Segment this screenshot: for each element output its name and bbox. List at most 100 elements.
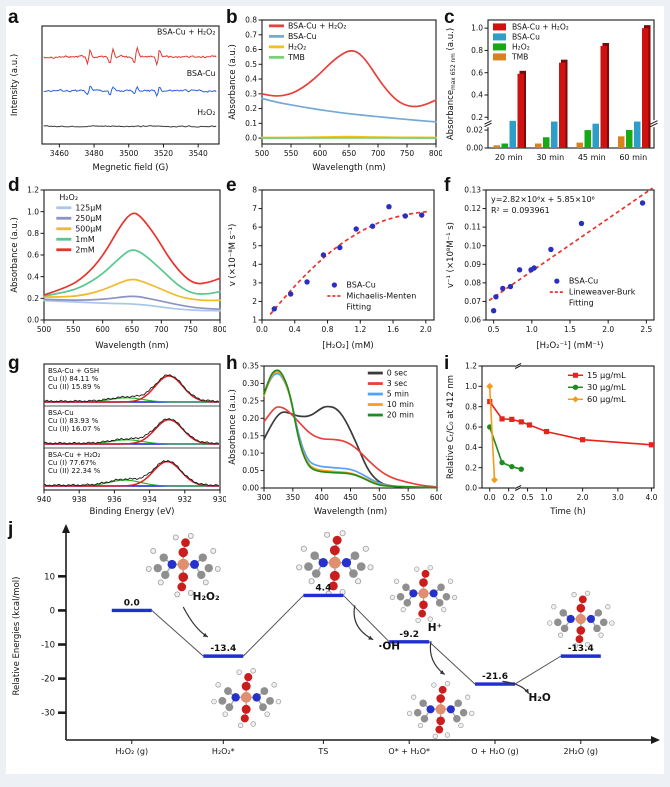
panel-j: j 10 0 -10 -20 -30 Relative Energies (kcal/mo… bbox=[8, 520, 660, 774]
svg-text:0.13: 0.13 bbox=[464, 186, 481, 195]
svg-text:0.4: 0.4 bbox=[245, 75, 257, 84]
panel-f: f 0.5 1.0 1.5 2.0 2.5 0.06 0.07 0.08 0.09 0.10 0.1… bbox=[444, 176, 662, 356]
panel-b-chart: 500 550 600 650 700 750 800 0.0 0.1 0.2 0.3 0.4 0.5 0… bbox=[226, 12, 443, 178]
svg-text:0.3: 0.3 bbox=[245, 89, 257, 98]
svg-text:-13.4: -13.4 bbox=[210, 644, 236, 654]
svg-text:500: 500 bbox=[372, 493, 387, 502]
svg-text:0: 0 bbox=[50, 606, 55, 616]
svg-text:0.06: 0.06 bbox=[464, 316, 481, 325]
svg-text:500: 500 bbox=[37, 325, 52, 334]
svg-text:936: 936 bbox=[107, 495, 122, 504]
svg-text:0.00: 0.00 bbox=[466, 144, 483, 153]
svg-text:10 min: 10 min bbox=[387, 400, 414, 409]
svg-text:0.6: 0.6 bbox=[471, 68, 483, 77]
svg-text:5: 5 bbox=[252, 241, 257, 250]
svg-text:700: 700 bbox=[154, 325, 169, 334]
svg-text:1.0: 1.0 bbox=[471, 24, 483, 33]
panel-b-letter: b bbox=[226, 7, 238, 28]
panel-h-chart: 300 350 400 450 500 550 600 0.00 0.05 0.10 0.15 0.2… bbox=[226, 358, 444, 522]
svg-text:H₂O: H₂O bbox=[528, 692, 550, 704]
svg-text:H₂O₂: H₂O₂ bbox=[197, 108, 215, 117]
svg-text:0.0: 0.0 bbox=[465, 484, 477, 493]
svg-text:0.8: 0.8 bbox=[245, 16, 257, 25]
svg-text:3540: 3540 bbox=[189, 149, 208, 158]
svg-text:30 µg/mL: 30 µg/mL bbox=[587, 382, 626, 392]
svg-text:Cu (II) 15.89 %: Cu (II) 15.89 % bbox=[48, 383, 101, 391]
svg-text:0.00: 0.00 bbox=[242, 484, 259, 493]
svg-text:Relative Cₜ/C₀ at 412 nm: Relative Cₜ/C₀ at 412 nm bbox=[446, 375, 456, 479]
panel-a-letter: a bbox=[8, 7, 19, 28]
svg-text:Fitting: Fitting bbox=[569, 299, 594, 308]
svg-text:R² = 0.093961: R² = 0.093961 bbox=[491, 206, 550, 215]
svg-text:0.10: 0.10 bbox=[464, 241, 481, 250]
panel-j-letter: j bbox=[8, 519, 14, 540]
svg-text:7: 7 bbox=[252, 204, 257, 213]
svg-text:6: 6 bbox=[252, 223, 257, 232]
svg-text:0.35: 0.35 bbox=[242, 362, 259, 371]
svg-text:0.02: 0.02 bbox=[466, 126, 483, 135]
panel-g: g 940 938 936 934 932 930 Binding Energy (eV) B… bbox=[8, 354, 227, 522]
svg-text:0 sec: 0 sec bbox=[387, 369, 408, 378]
svg-text:2.5: 2.5 bbox=[640, 325, 652, 334]
svg-text:750: 750 bbox=[400, 149, 415, 158]
svg-text:450: 450 bbox=[343, 493, 358, 502]
svg-text:0.2: 0.2 bbox=[27, 294, 39, 303]
svg-text:Time (h): Time (h) bbox=[549, 507, 586, 517]
svg-text:BSA-Cu + GSH: BSA-Cu + GSH bbox=[48, 367, 99, 375]
svg-text:550: 550 bbox=[284, 149, 299, 158]
svg-text:20 min: 20 min bbox=[495, 153, 523, 162]
svg-text:-10: -10 bbox=[41, 641, 55, 651]
svg-text:600: 600 bbox=[96, 325, 111, 334]
svg-text:0.5: 0.5 bbox=[488, 325, 500, 334]
svg-text:0.20: 0.20 bbox=[242, 414, 259, 423]
svg-text:BSA-Cu + H₂O₂: BSA-Cu + H₂O₂ bbox=[157, 27, 215, 36]
svg-text:0.0: 0.0 bbox=[484, 493, 496, 502]
svg-text:·OH: ·OH bbox=[378, 641, 400, 653]
svg-text:800: 800 bbox=[429, 149, 442, 158]
svg-text:TS: TS bbox=[317, 747, 328, 756]
panel-i: i 0.0 0.2 0.4 0.6 0.8 1.0 1.2 0.0 0.2 0.5 1.0 2.0 3.… bbox=[444, 354, 662, 522]
svg-text:BSA-Cu + H₂O₂: BSA-Cu + H₂O₂ bbox=[512, 23, 569, 32]
svg-text:Wavelength (nm): Wavelength (nm) bbox=[314, 507, 387, 517]
svg-text:0.0: 0.0 bbox=[124, 598, 140, 608]
svg-text:H₂O₂: H₂O₂ bbox=[288, 42, 306, 51]
svg-text:932: 932 bbox=[178, 495, 193, 504]
svg-text:0.15: 0.15 bbox=[242, 431, 259, 440]
svg-text:-20: -20 bbox=[41, 675, 55, 685]
panel-a-chart: 3460 3480 3500 3520 3540 Megnetic field (G) In… bbox=[8, 12, 226, 178]
svg-text:0.6: 0.6 bbox=[27, 251, 39, 260]
svg-text:0.4: 0.4 bbox=[27, 272, 39, 281]
svg-text:800: 800 bbox=[213, 325, 226, 334]
svg-text:2H₂O (g): 2H₂O (g) bbox=[564, 747, 598, 756]
figure-canvas: a 3460 3480 3500 3520 3540 Megnetic field (G)… bbox=[6, 6, 664, 774]
panel-i-chart: 0.0 0.2 0.4 0.6 0.8 1.0 1.2 0.0 0.2 0.5 1.0 2.0 3.0 4… bbox=[444, 358, 662, 522]
svg-text:0.8: 0.8 bbox=[465, 402, 477, 411]
svg-text:0.4: 0.4 bbox=[471, 91, 483, 100]
svg-text:[H₂O₂] (mM): [H₂O₂] (mM) bbox=[322, 341, 373, 351]
svg-text:0.30: 0.30 bbox=[242, 379, 259, 388]
svg-text:0.5: 0.5 bbox=[245, 60, 257, 69]
svg-text:350: 350 bbox=[286, 493, 301, 502]
svg-text:BSA-Cu + H₂O₂: BSA-Cu + H₂O₂ bbox=[288, 21, 346, 30]
panel-g-letter: g bbox=[8, 353, 20, 374]
svg-text:3: 3 bbox=[252, 278, 257, 287]
svg-text:0.05: 0.05 bbox=[242, 466, 259, 475]
svg-text:Wavelength (nm): Wavelength (nm) bbox=[312, 163, 385, 173]
svg-text:Wavelength (nm): Wavelength (nm) bbox=[95, 341, 168, 351]
svg-text:1.2: 1.2 bbox=[27, 186, 39, 195]
svg-text:Absorbancemax 652 nm (a.u.): Absorbancemax 652 nm (a.u.) bbox=[446, 28, 457, 140]
svg-text:45 min: 45 min bbox=[578, 153, 606, 162]
svg-text:2.0: 2.0 bbox=[602, 325, 614, 334]
svg-text:-30: -30 bbox=[41, 709, 55, 719]
svg-text:938: 938 bbox=[72, 495, 87, 504]
svg-text:0.8: 0.8 bbox=[27, 229, 39, 238]
svg-text:125µM: 125µM bbox=[75, 203, 102, 212]
panel-d: d 500 550 600 650 700 750 800 0.0 0.2 0.4 0.6 0.8 1.… bbox=[8, 176, 227, 356]
svg-text:0.2: 0.2 bbox=[245, 104, 257, 113]
svg-text:0.2: 0.2 bbox=[465, 463, 477, 472]
svg-text:Absorbance (a.u.): Absorbance (a.u.) bbox=[10, 217, 20, 293]
svg-text:BSA-Cu: BSA-Cu bbox=[512, 33, 540, 42]
svg-text:0.4: 0.4 bbox=[289, 325, 301, 334]
panel-h: h 300 350 400 450 500 550 600 0.00 0.05 0.10 0.15 0… bbox=[226, 354, 444, 522]
svg-text:1.0: 1.0 bbox=[541, 493, 553, 502]
